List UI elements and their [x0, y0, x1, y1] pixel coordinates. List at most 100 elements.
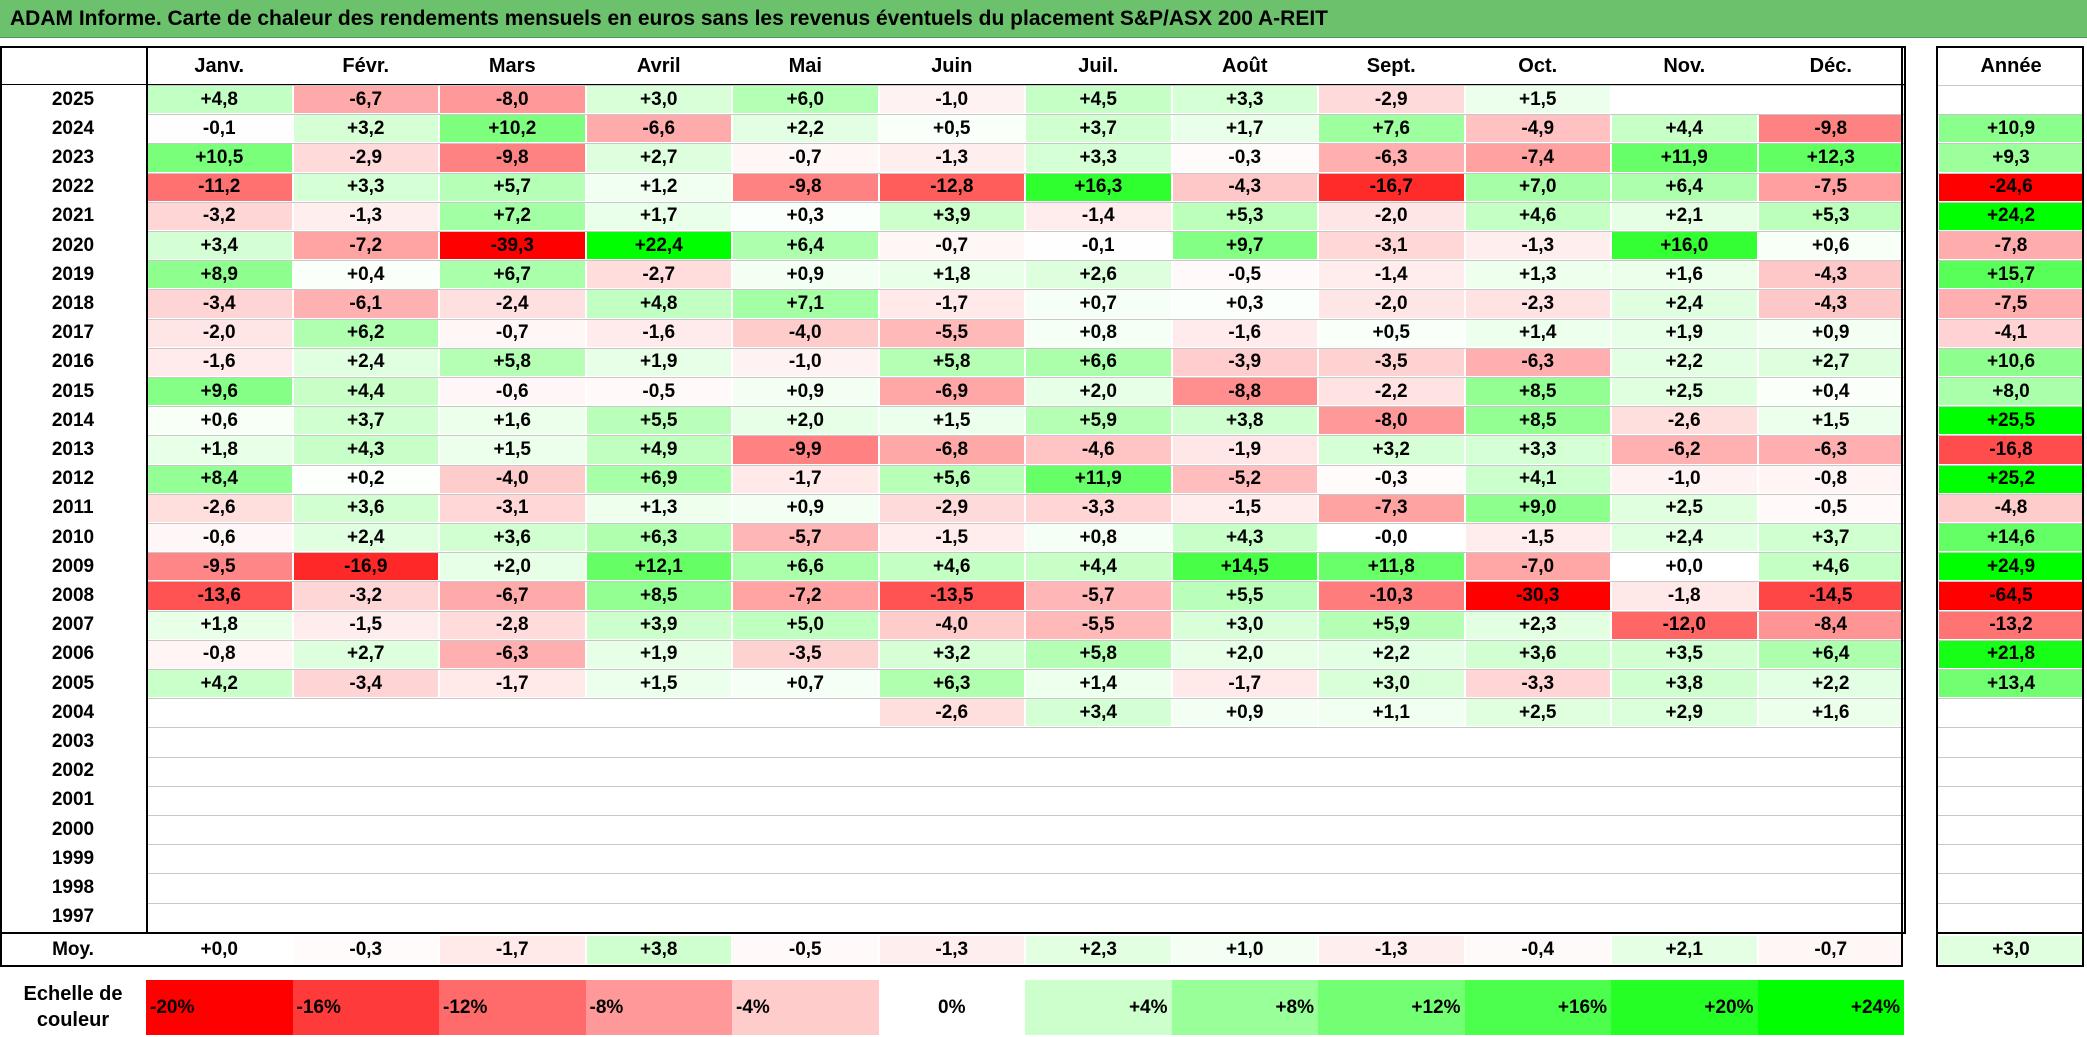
heatmap-cell: +1,4 [1026, 670, 1171, 698]
row-gridline [1938, 289, 2084, 290]
heatmap-cell: +2,5 [1612, 378, 1757, 406]
row-gridline [1938, 523, 2084, 524]
heatmap-cell [733, 816, 878, 844]
heatmap-cell: -12,0 [1612, 611, 1757, 639]
heatmap-cell: -2,0 [1319, 290, 1464, 318]
heatmap-cell: +3,7 [1758, 524, 1903, 552]
heatmap-cell: -6,3 [1319, 144, 1464, 172]
row-gridline [1938, 260, 2084, 261]
heatmap-cell: -5,5 [879, 319, 1024, 347]
heatmap-cell: +2,0 [1172, 640, 1317, 668]
heatmap-cell: -1,0 [879, 86, 1024, 114]
heatmap-cell [1758, 86, 1903, 114]
heatmap-cell: +4,2 [147, 670, 292, 698]
heatmap-cell: +1,5 [586, 670, 731, 698]
heatmap-cell: +3,9 [586, 611, 731, 639]
heatmap-cell [293, 903, 438, 931]
heatmap-cell: -6,1 [293, 290, 438, 318]
year-label: 2015 [51, 380, 95, 402]
heatmap-cell [440, 786, 585, 814]
heatmap-cell: -3,4 [293, 670, 438, 698]
heatmap-cell: -1,8 [1612, 582, 1757, 610]
heatmap-cell: +11,9 [1612, 144, 1757, 172]
heatmap-cell [586, 874, 731, 902]
heatmap-cell: +0,4 [1758, 378, 1903, 406]
heatmap-cell: +2,1 [1612, 202, 1757, 230]
year-label: 2013 [51, 438, 95, 460]
heatmap-cell: +2,2 [1612, 348, 1757, 376]
heatmap-cell [879, 816, 1024, 844]
month-header: Oct. [1518, 54, 1558, 77]
heatmap-cell [1319, 786, 1464, 814]
heatmap-cell: -2,9 [879, 494, 1024, 522]
heatmap-cell: +3,5 [1612, 640, 1757, 668]
heatmap-cell: +3,2 [1319, 436, 1464, 464]
heatmap-cell: +4,4 [1612, 115, 1757, 143]
row-gridline [1938, 640, 2084, 641]
row-gridline [1938, 173, 2084, 174]
heatmap-cell: +6,4 [733, 232, 878, 260]
average-cell: +3,8 [586, 936, 731, 964]
annual-cell: -4,8 [1939, 494, 2083, 522]
heatmap-cell: -1,5 [1172, 494, 1317, 522]
row-gridline [146, 757, 1904, 758]
heatmap-cell [733, 786, 878, 814]
heatmap-cell: -6,2 [1612, 436, 1757, 464]
heatmap-cell: -1,5 [879, 524, 1024, 552]
annual-cell [1939, 786, 2083, 814]
annual-cell: +13,4 [1939, 670, 2083, 698]
year-label: 2021 [51, 205, 95, 227]
year-label: 2005 [51, 672, 95, 694]
heatmap-cell: -16,9 [293, 553, 438, 581]
month-header: Janv. [194, 54, 245, 77]
heatmap-cell: +0,3 [733, 202, 878, 230]
heatmap-cell [1465, 786, 1610, 814]
heatmap-cell: +2,4 [293, 524, 438, 552]
heatmap-cell: -7,3 [1319, 494, 1464, 522]
row-gridline [146, 85, 1904, 86]
row-gridline [1938, 727, 2084, 728]
annual-cell: +24,2 [1939, 202, 2083, 230]
heatmap-cell [1612, 86, 1757, 114]
heatmap-cell: +3,2 [293, 115, 438, 143]
row-gridline [1938, 348, 2084, 349]
row-gridline [1938, 231, 2084, 232]
annual-cell [1939, 728, 2083, 756]
heatmap-cell: +0,9 [733, 494, 878, 522]
heatmap-cell: +4,5 [1026, 86, 1171, 114]
year-label: 2003 [51, 730, 95, 752]
row-gridline [1938, 581, 2084, 582]
row-gridline [146, 932, 1904, 933]
heatmap-cell: -3,5 [733, 640, 878, 668]
heatmap-cell: -7,0 [1465, 553, 1610, 581]
average-cell: -0,7 [1758, 936, 1903, 964]
heatmap-cell: +1,6 [1758, 699, 1903, 727]
heatmap-cell [879, 845, 1024, 873]
row-gridline [1938, 698, 2084, 699]
row-gridline [1938, 406, 2084, 407]
heatmap-cell: -13,6 [147, 582, 292, 610]
heatmap-cell: -3,3 [1465, 670, 1610, 698]
row-gridline [146, 114, 1904, 115]
heatmap-cell: +6,4 [1758, 640, 1903, 668]
heatmap-cell [586, 786, 731, 814]
heatmap-cell: -2,8 [440, 611, 585, 639]
average-cell: +2,3 [1026, 936, 1171, 964]
average-cell: -0,5 [733, 936, 878, 964]
heatmap-cell [1612, 728, 1757, 756]
month-header: Avril [636, 54, 681, 77]
legend-swatch: -12% [439, 980, 586, 1035]
heatmap-cell [586, 757, 731, 785]
heatmap-cell: +0,7 [733, 670, 878, 698]
heatmap-cell: -9,8 [1758, 115, 1903, 143]
heatmap-cell: +4,8 [147, 86, 292, 114]
row-gridline [146, 260, 1904, 261]
heatmap-cell: +5,5 [1172, 582, 1317, 610]
heatmap-cell: -9,5 [147, 553, 292, 581]
heatmap-cell: -9,9 [733, 436, 878, 464]
heatmap-cell: -0,7 [879, 232, 1024, 260]
heatmap-cell [440, 903, 585, 931]
heatmap-cell: +2,0 [440, 553, 585, 581]
row-gridline [146, 435, 1904, 436]
heatmap-cell: +2,4 [293, 348, 438, 376]
